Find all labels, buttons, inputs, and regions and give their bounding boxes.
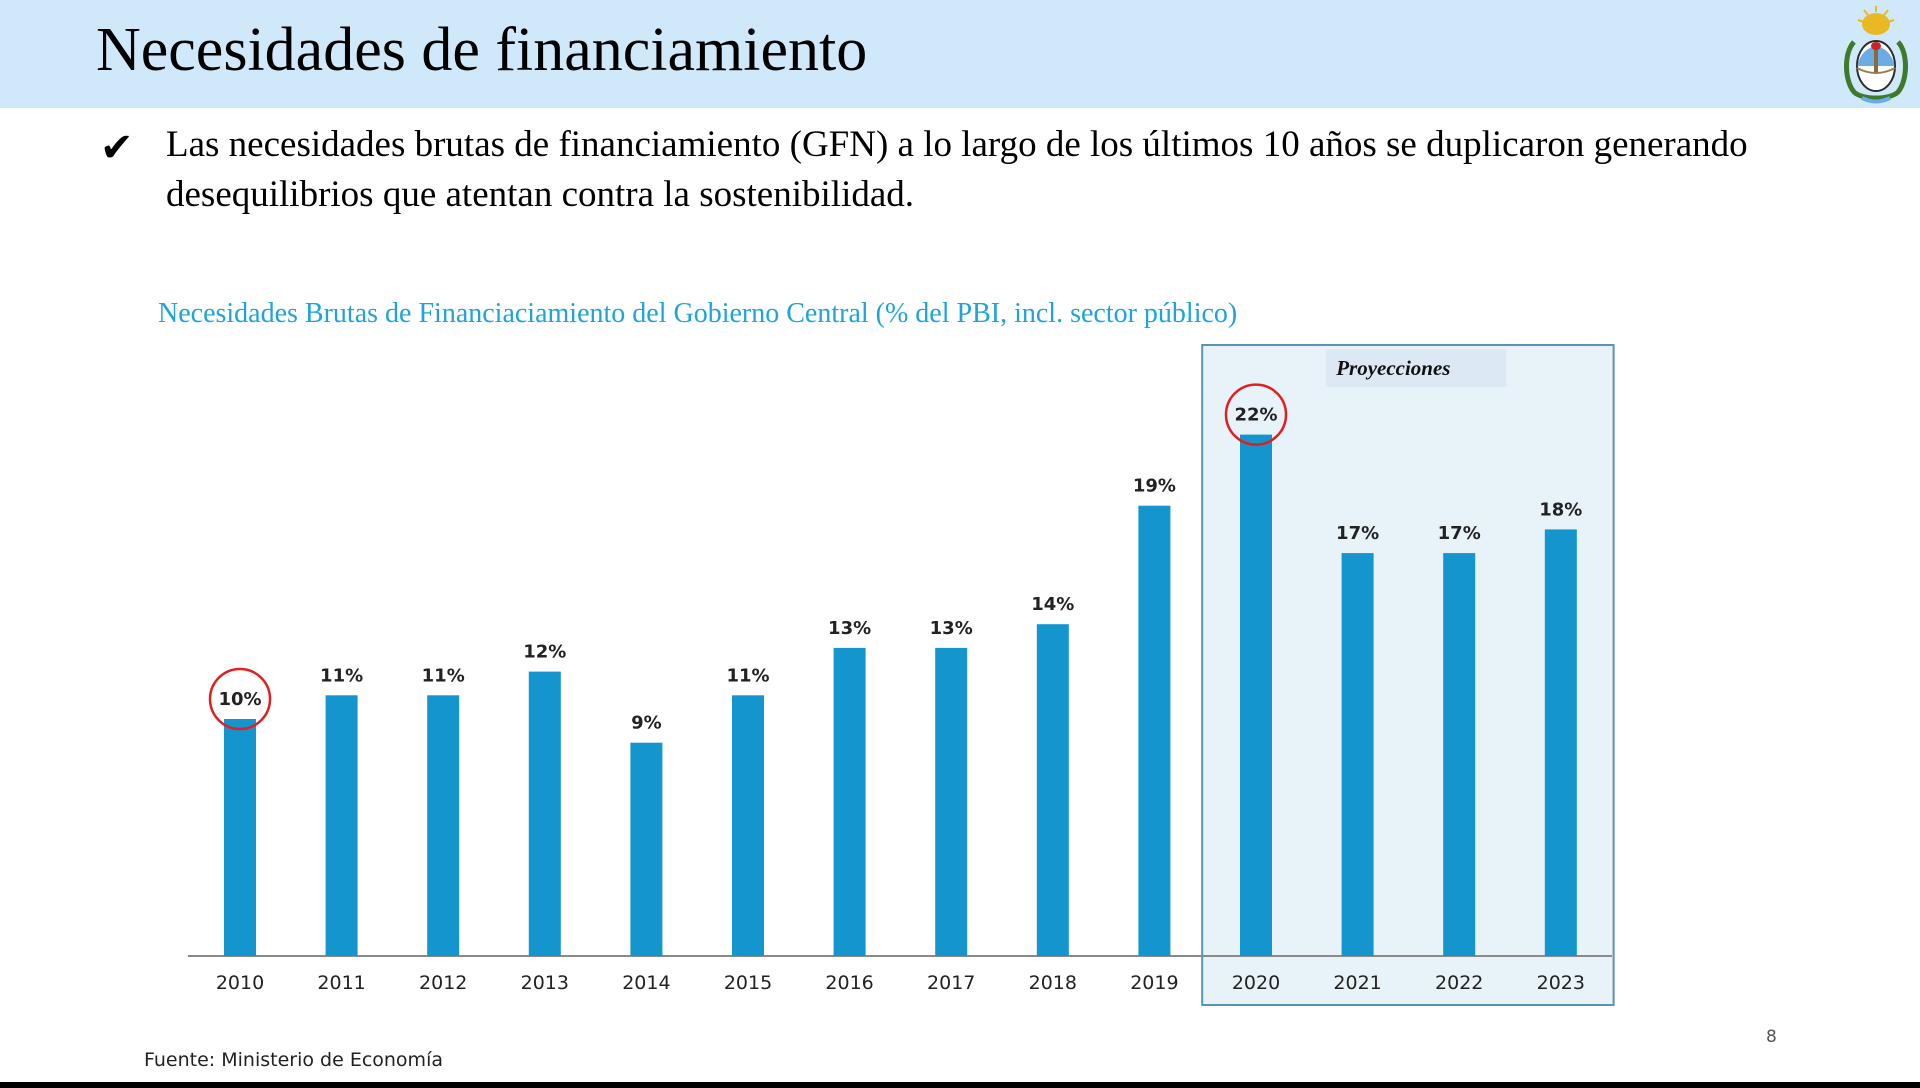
tick-label-2015: 2015 [724,972,772,994]
page-number: 8 [1766,1027,1777,1047]
bar-2023 [1544,529,1577,956]
projection-label: Proyecciones [1335,356,1450,380]
bar-2020 [1240,434,1272,957]
bar-2018 [1036,624,1069,956]
tick-label-2012: 2012 [419,972,467,994]
data-label-2018: 14% [1031,594,1074,615]
tick-label-2018: 2018 [1029,972,1077,994]
argentina-coat-of-arms-icon [1840,2,1912,106]
data-label-2021: 17% [1336,523,1379,544]
data-label-2014: 9% [631,713,662,734]
projection-label-background [1326,349,1507,387]
title-bar [0,0,1920,108]
bar-2013 [528,671,561,956]
tick-label-2023: 2023 [1537,972,1585,994]
data-label-2012: 11% [422,665,465,686]
bottom-border [0,1082,1920,1088]
tick-label-2013: 2013 [521,972,569,994]
data-label-2017: 13% [930,618,973,639]
slide-title: Necesidades de financiamiento [96,16,868,84]
bar-2017 [935,647,968,956]
data-label-2011: 11% [320,665,363,686]
data-label-2022: 17% [1438,523,1481,544]
data-label-2010: 10% [218,689,261,710]
tick-label-2020: 2020 [1232,972,1280,994]
bar-2011 [325,695,358,956]
tick-label-2010: 2010 [216,972,264,994]
bullet-text: Las necesidades brutas de financiamiento… [166,124,1748,215]
data-label-2020: 22% [1234,405,1277,426]
highlight-circle-2020 [1224,383,1288,446]
bar-2019 [1138,505,1171,956]
bar-2010 [224,719,256,956]
data-label-2016: 13% [828,618,871,639]
tick-label-2019: 2019 [1130,972,1178,994]
bar-2015 [732,695,764,956]
bar-2014 [630,742,663,956]
chart-title: Necesidades Brutas de Financiaciamiento … [158,298,1238,329]
bar-2022 [1443,553,1476,956]
data-label-2023: 18% [1539,499,1582,520]
bar-2012 [427,695,460,956]
tick-label-2017: 2017 [927,972,975,994]
tick-label-2021: 2021 [1333,972,1381,994]
highlight-circle-2010 [208,667,272,731]
checkmark-bullet-icon: ✔ [100,125,134,171]
data-label-2015: 11% [726,665,769,686]
bar-2021 [1341,553,1374,956]
bar-2016 [833,647,866,956]
source-note: Fuente: Ministerio de Economía [144,1049,443,1071]
tick-label-2011: 2011 [317,972,365,994]
data-label-2013: 12% [523,642,566,663]
tick-label-2022: 2022 [1435,972,1483,994]
data-label-2019: 19% [1133,476,1176,497]
tick-label-2016: 2016 [825,972,873,994]
tick-label-2014: 2014 [622,972,670,994]
